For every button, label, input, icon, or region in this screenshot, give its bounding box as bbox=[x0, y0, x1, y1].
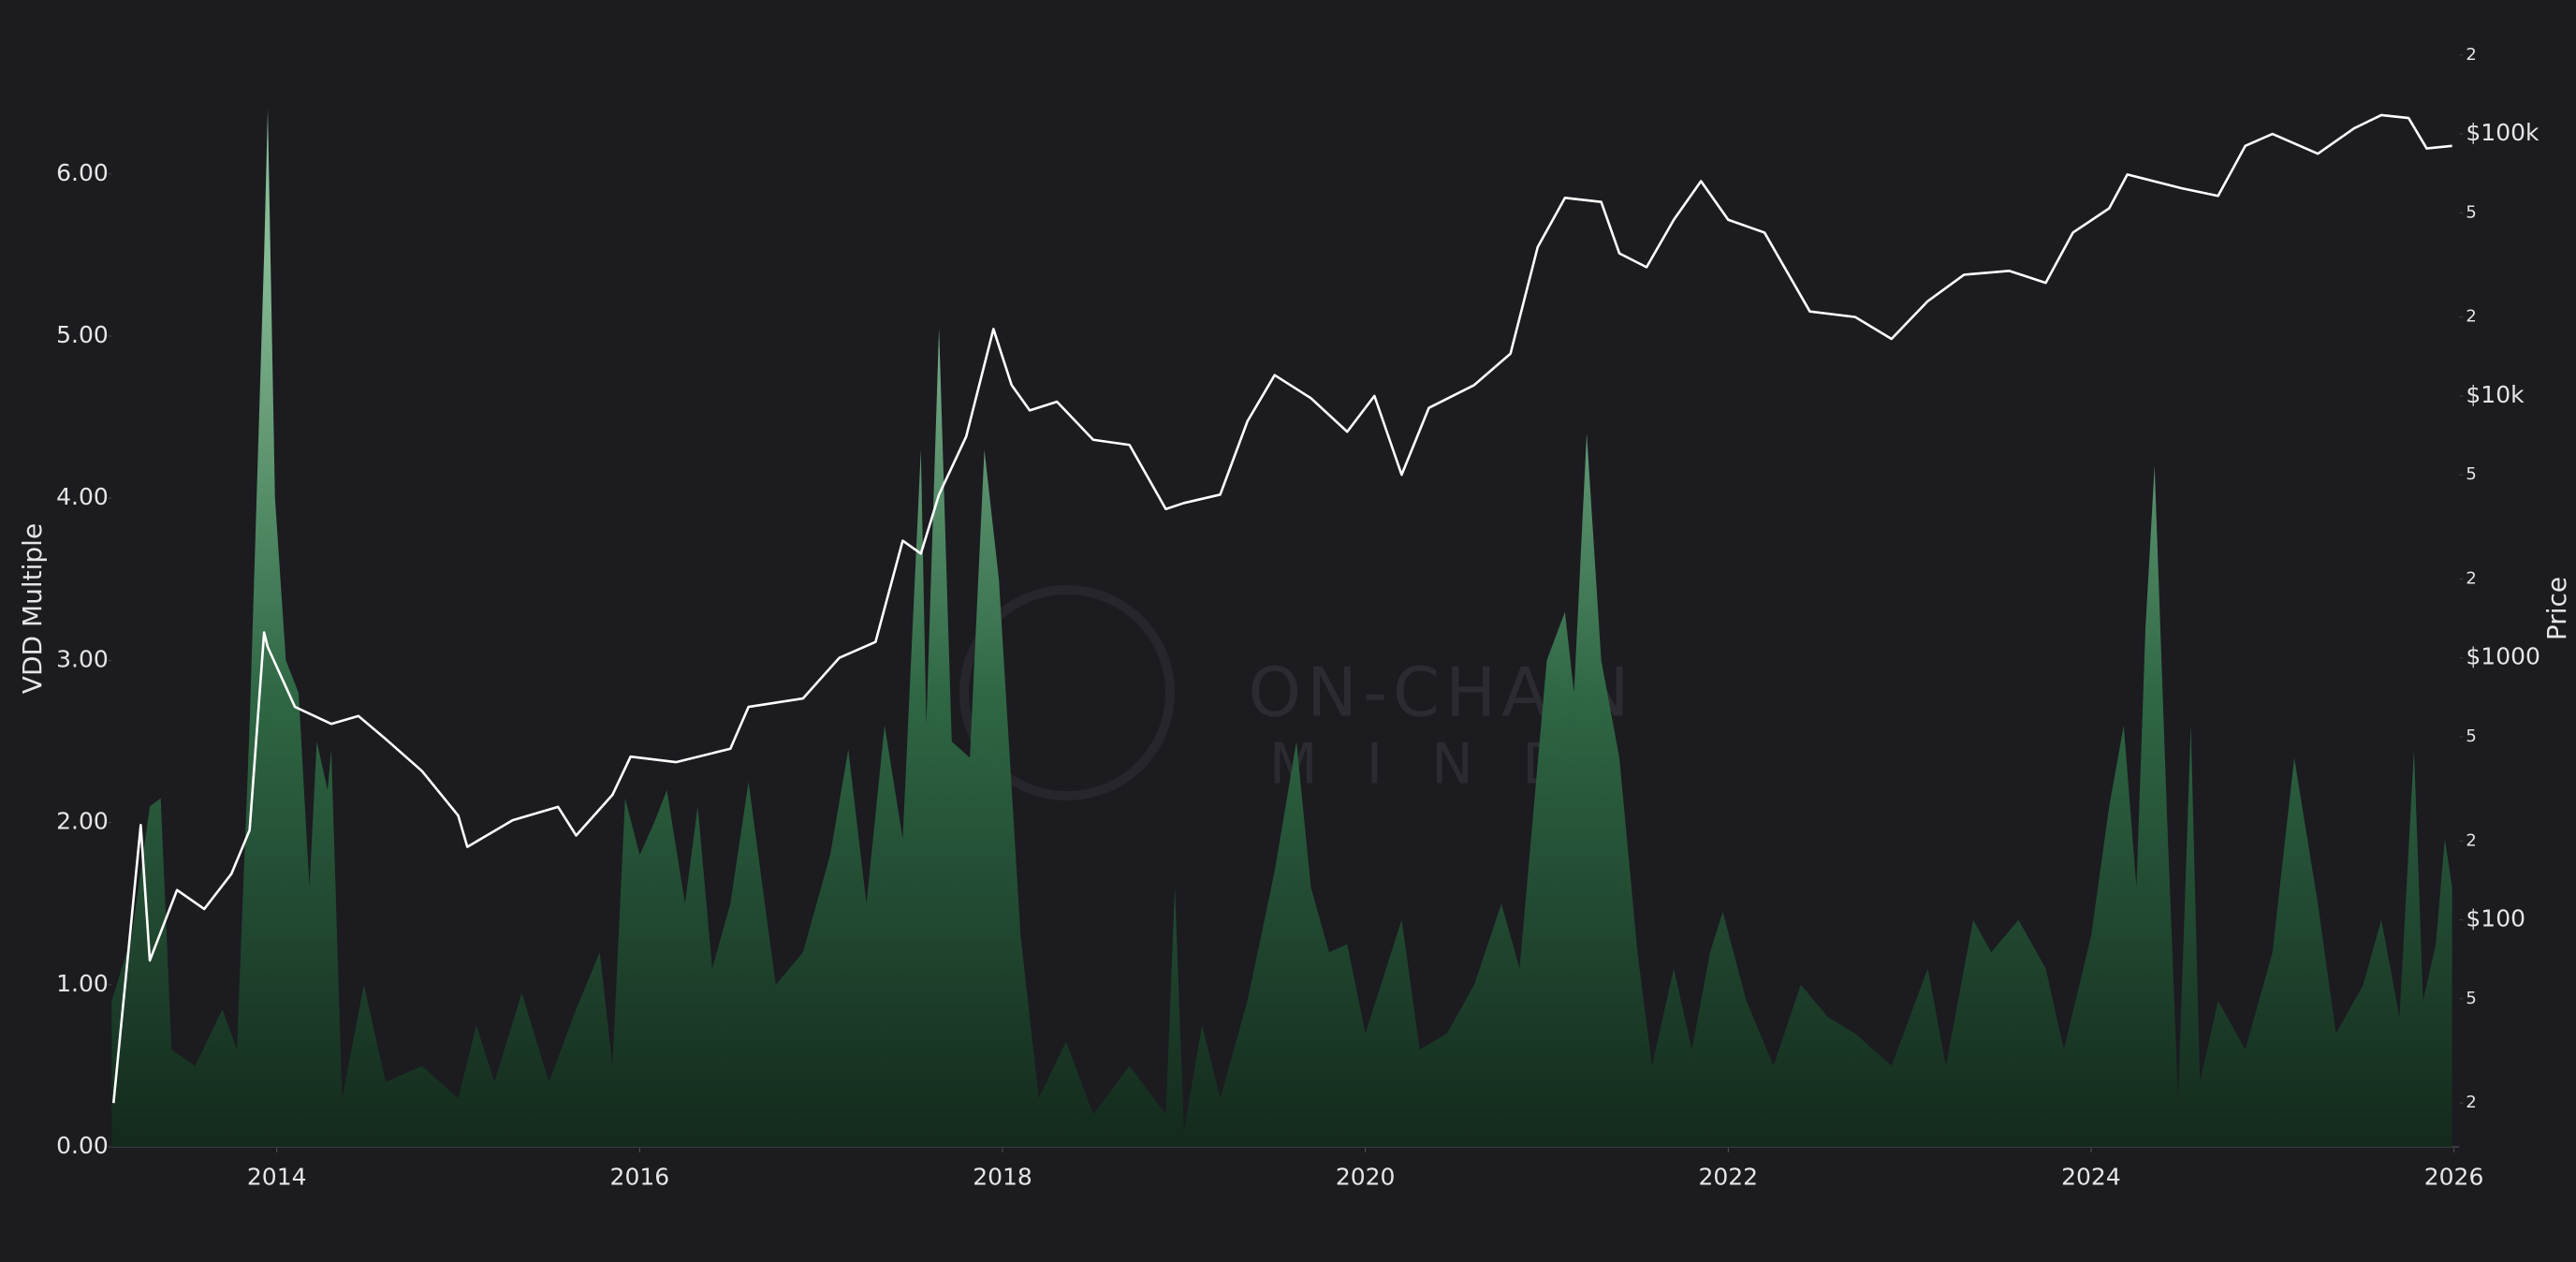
x-tick-label: 2014 bbox=[247, 1163, 307, 1190]
y2-tick-label: 2 bbox=[2466, 45, 2476, 65]
x-tick-label: 2022 bbox=[1698, 1163, 1758, 1190]
price-line bbox=[111, 113, 2452, 1104]
y-tick-label: 5.00 bbox=[56, 321, 109, 348]
x-tick-label: 2020 bbox=[1336, 1163, 1396, 1190]
y2-tick-label: 2 bbox=[2466, 568, 2476, 588]
y2-tick-label: $10k bbox=[2466, 381, 2525, 408]
y2-tick-label: 5 bbox=[2466, 989, 2476, 1008]
y2-tick-label: $100 bbox=[2466, 905, 2525, 932]
x-tick-label: 2018 bbox=[973, 1163, 1032, 1190]
y2-tick-label: 5 bbox=[2466, 726, 2476, 746]
watermark-icon bbox=[959, 585, 1175, 800]
y2-tick-label: 2 bbox=[2466, 830, 2476, 850]
y-tick-label: 1.00 bbox=[56, 970, 109, 997]
y-axis-title: VDD Multiple bbox=[17, 523, 48, 694]
y-tick-label: 2.00 bbox=[56, 808, 109, 835]
y2-tick-label: 2 bbox=[2466, 1093, 2476, 1112]
watermark: MIND bbox=[1269, 732, 1615, 798]
y2-tick-label: 2 bbox=[2466, 307, 2476, 327]
y2-tick-label: $1000 bbox=[2466, 643, 2540, 670]
x-tick-label: 2026 bbox=[2424, 1163, 2484, 1190]
y-tick-label: 0.00 bbox=[56, 1132, 109, 1159]
vdd-area bbox=[111, 109, 2452, 1148]
y-tick-label: 4.00 bbox=[56, 483, 109, 510]
y-tick-label: 3.00 bbox=[56, 645, 109, 672]
y-tick-label: 6.00 bbox=[56, 159, 109, 186]
y2-tick-label: 5 bbox=[2466, 464, 2476, 484]
y2-axis-title: Price bbox=[2541, 577, 2572, 640]
y2-tick-label: $100k bbox=[2466, 119, 2539, 146]
x-tick-label: 2016 bbox=[610, 1163, 670, 1190]
y2-tick-label: 5 bbox=[2466, 202, 2476, 222]
x-tick-label: 2024 bbox=[2061, 1163, 2121, 1190]
